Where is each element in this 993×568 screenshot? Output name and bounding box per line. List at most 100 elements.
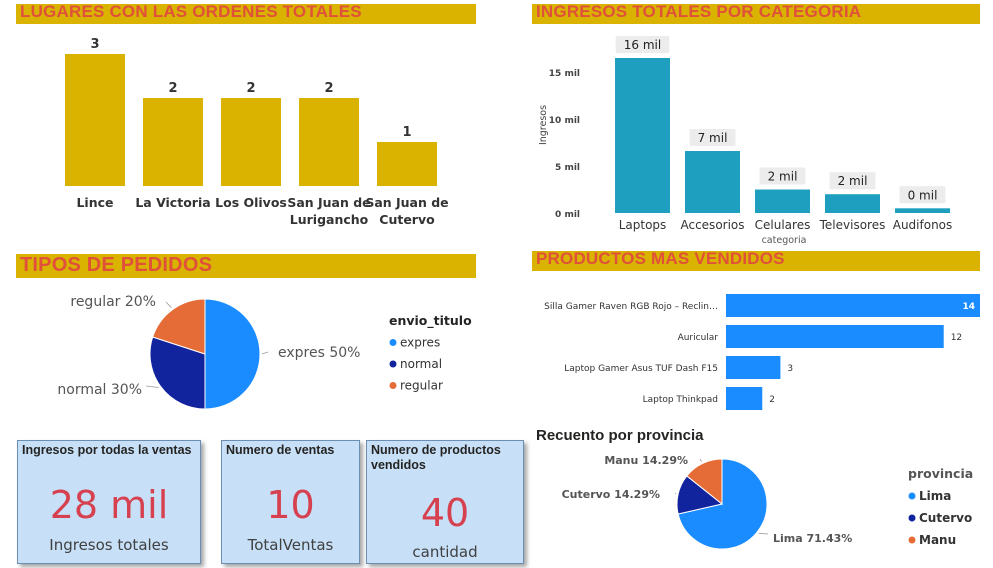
pie-slice xyxy=(204,298,261,410)
pie-slice xyxy=(686,458,723,506)
ingresos-title: INGRESOS TOTALES POR CATEGORIA xyxy=(536,2,862,21)
legend-marker xyxy=(908,536,916,544)
pie-slice xyxy=(152,298,206,355)
bar xyxy=(221,98,281,186)
kpi-card-ventas[interactable]: Numero de ventas 10 TotalVentas xyxy=(221,440,360,564)
data-label: 2 mil xyxy=(768,170,798,184)
data-label: 2 mil xyxy=(838,174,868,188)
legend-marker xyxy=(389,339,397,346)
provincia-title: Recuento por provincia xyxy=(536,427,704,444)
kpi-sub: TotalVentas xyxy=(247,536,334,554)
legend-marker xyxy=(908,514,916,522)
legend-entry: regular xyxy=(400,379,443,393)
data-label-bg xyxy=(689,129,736,146)
legend-entry: Manu xyxy=(919,533,956,547)
leader-line xyxy=(261,351,269,355)
slice-label: normal 30% xyxy=(57,382,142,398)
ingresos-banner: INGRESOS TOTALES POR CATEGORIA xyxy=(532,2,980,24)
data-label: 2 xyxy=(246,81,255,96)
lugares-banner: LUGARES CON LAS ORDENES TOTALES xyxy=(16,2,476,24)
productos-title: PRODUCTOS MAS VENDIDOS xyxy=(536,249,785,268)
y-tick-label: 0 mil xyxy=(555,210,580,220)
data-label-bg xyxy=(615,36,670,53)
x-axis-label: categoria xyxy=(762,235,807,246)
bar xyxy=(143,98,203,186)
kpi-card-productos[interactable]: Numero de productos vendidos 40 cantidad xyxy=(366,440,524,564)
lugares-title: LUGARES CON LAS ORDENES TOTALES xyxy=(20,2,362,21)
legend-entry: Cutervo xyxy=(919,511,972,525)
legend-marker xyxy=(389,382,397,389)
data-label-bg xyxy=(829,172,876,190)
y-tick-label: 5 mil xyxy=(555,163,580,173)
data-label: 3 xyxy=(787,364,793,374)
provincia-chart: Lima 71.43% Cutervo 14.29% Manu 14.29% prov… xyxy=(562,454,973,550)
data-label: 3 xyxy=(90,37,99,52)
bar xyxy=(615,58,670,213)
tick-label: Los Olivos xyxy=(215,195,287,210)
leader-line xyxy=(758,532,769,535)
bar xyxy=(299,98,359,186)
tick-label: Lince xyxy=(76,195,113,210)
bar xyxy=(825,194,880,213)
tick-label: Silla Gamer Raven RGB Rojo – Reclin… xyxy=(544,302,718,312)
bar xyxy=(685,151,740,213)
kpi-sub: Ingresos totales xyxy=(49,536,169,554)
bar xyxy=(895,208,950,213)
tick-label: Laptops xyxy=(619,218,667,232)
data-label: 1 xyxy=(402,125,411,140)
slice-label: expres 50% xyxy=(278,345,360,361)
kpi-title: Numero de productos vendidos xyxy=(371,443,501,472)
data-label-bg xyxy=(759,167,806,185)
tick-label: Lurigancho xyxy=(290,212,369,227)
bar xyxy=(65,54,125,186)
tick-label: La Victoria xyxy=(135,195,210,210)
leader-line xyxy=(699,458,702,462)
tick-label: Cutervo xyxy=(379,212,435,227)
bar xyxy=(377,142,437,186)
bar xyxy=(726,294,980,317)
legend-marker xyxy=(389,360,397,368)
data-label: 7 mil xyxy=(698,131,728,145)
leader-line xyxy=(165,301,172,309)
legend-title: envio_titulo xyxy=(389,313,472,329)
data-label: 2 xyxy=(324,81,333,96)
bar xyxy=(755,189,810,213)
kpi-title: Numero de ventas xyxy=(226,443,335,457)
slice-label: Cutervo 14.29% xyxy=(562,488,660,501)
data-label-bg xyxy=(899,186,946,204)
data-label: 12 xyxy=(951,333,962,343)
legend-title: provincia xyxy=(908,466,973,481)
kpi-card-ingresos[interactable]: Ingresos por todas la ventas 28 mil Ingr… xyxy=(17,440,201,564)
kpi-title: Ingresos por todas la ventas xyxy=(22,443,192,457)
data-label: 16 mil xyxy=(624,38,661,52)
data-label: 14 xyxy=(962,302,975,312)
slice-label: Lima 71.43% xyxy=(773,532,852,545)
legend-marker xyxy=(908,492,916,500)
data-label: 2 xyxy=(769,395,775,405)
tick-label: Laptop Gamer Asus TUF Dash F15 xyxy=(564,364,718,374)
tick-label: Televisores xyxy=(819,218,886,232)
tipos-banner: TIPOS DE PEDIDOS xyxy=(16,254,476,278)
tick-label: Laptop Thinkpad xyxy=(643,395,718,405)
data-label: 0 mil xyxy=(908,188,938,202)
bar xyxy=(726,387,763,410)
legend-entry: Lima xyxy=(919,489,951,503)
bar xyxy=(726,356,781,379)
kpi-value: 28 mil xyxy=(49,483,169,527)
tipos-chart: expres 50% normal 30% regular 20% envio_tit… xyxy=(57,294,472,410)
productos-banner: PRODUCTOS MAS VENDIDOS xyxy=(532,249,980,271)
legend-entry: normal xyxy=(400,357,442,371)
tick-label: Celulares xyxy=(755,218,811,232)
tick-label: San Juan de xyxy=(287,195,370,210)
kpi-value: 40 xyxy=(420,491,470,535)
slice-label: Manu 14.29% xyxy=(604,454,688,467)
slice-label: regular 20% xyxy=(70,294,156,310)
productos-chart: Silla Gamer Raven RGB Rojo – Reclin… 14 Au… xyxy=(544,294,980,410)
bar xyxy=(726,325,944,348)
ingresos-chart: 0 mil 5 mil 10 mil 15 mil Ingresos 16 mil Lapt… xyxy=(538,36,952,246)
tick-label: Accesorios xyxy=(680,218,744,232)
data-label: 2 xyxy=(168,81,177,96)
legend-entry: expres xyxy=(400,336,440,350)
tick-label: Auricular xyxy=(678,333,719,343)
tipos-title: TIPOS DE PEDIDOS xyxy=(20,254,213,276)
